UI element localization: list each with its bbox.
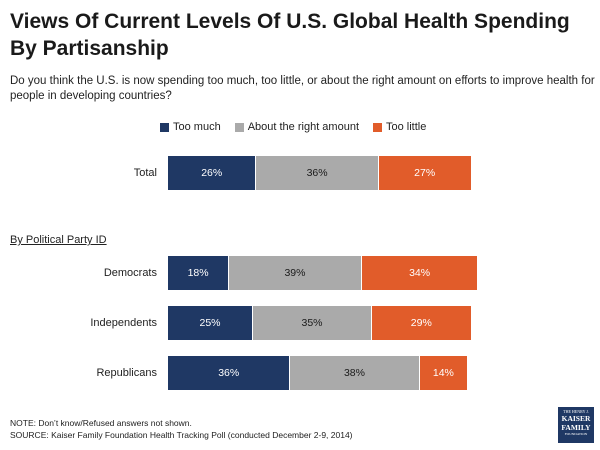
legend-item-too-much: Too much <box>160 121 221 133</box>
legend-swatch-right-amount <box>234 122 244 132</box>
footer-source: SOURCE: Kaiser Family Foundation Health … <box>10 430 353 440</box>
logo-line-3: FAMILY <box>561 423 591 432</box>
row-label-total: Total <box>133 167 157 179</box>
logo-line-2: KAISER <box>561 414 591 423</box>
bar-segment-independents-right-amount: 35% <box>253 306 372 340</box>
bar-independents: 25% 35% 29% <box>168 306 471 340</box>
bar-segment-total-too-little: 27% <box>378 156 471 190</box>
bar-democrats: 18% 39% 34% <box>168 256 478 290</box>
logo-line-1: THE HENRY J. <box>563 409 589 414</box>
bar-segment-independents-too-much: 25% <box>168 306 253 340</box>
legend: Too much About the right amount Too litt… <box>160 121 490 133</box>
legend-swatch-too-much <box>160 122 169 132</box>
bar-segment-democrats-right-amount: 39% <box>229 256 362 290</box>
row-label-independents: Independents <box>90 317 157 329</box>
bar-segment-democrats-too-little: 34% <box>361 256 478 290</box>
legend-item-too-little: Too little <box>373 121 426 133</box>
legend-label-too-much: Too much <box>173 121 221 133</box>
bar-republicans: 36% 38% 14% <box>168 356 468 390</box>
legend-item-right-amount: About the right amount <box>234 121 359 133</box>
bar-segment-republicans-too-little: 14% <box>419 356 468 390</box>
footer-note: NOTE: Don’t know/Refused answers not sho… <box>10 418 192 428</box>
bar-segment-democrats-too-much: 18% <box>168 256 230 290</box>
bar-segment-independents-too-little: 29% <box>372 306 471 340</box>
bar-segment-republicans-right-amount: 38% <box>290 356 420 390</box>
bar-total: 26% 36% 27% <box>168 156 471 190</box>
bar-segment-republicans-too-much: 36% <box>168 356 291 390</box>
bar-segment-total-right-amount: 36% <box>256 156 379 190</box>
survey-question: Do you think the U.S. is now spending to… <box>10 75 595 102</box>
kff-logo: THE HENRY J. KAISER FAMILY FOUNDATION <box>558 407 594 443</box>
legend-label-right-amount: About the right amount <box>247 121 359 133</box>
row-label-republicans: Republicans <box>96 367 157 379</box>
legend-swatch-too-little <box>373 122 382 132</box>
section-label-party-id: By Political Party ID <box>10 234 107 246</box>
row-label-democrats: Democrats <box>103 267 157 279</box>
bar-segment-total-too-much: 26% <box>168 156 257 190</box>
legend-label-too-little: Too little <box>386 121 427 133</box>
logo-line-4: FOUNDATION <box>564 432 588 436</box>
footer: NOTE: Don’t know/Refused answers not sho… <box>10 417 490 441</box>
chart-title: Views Of Current Levels Of U.S. Global H… <box>10 10 570 60</box>
